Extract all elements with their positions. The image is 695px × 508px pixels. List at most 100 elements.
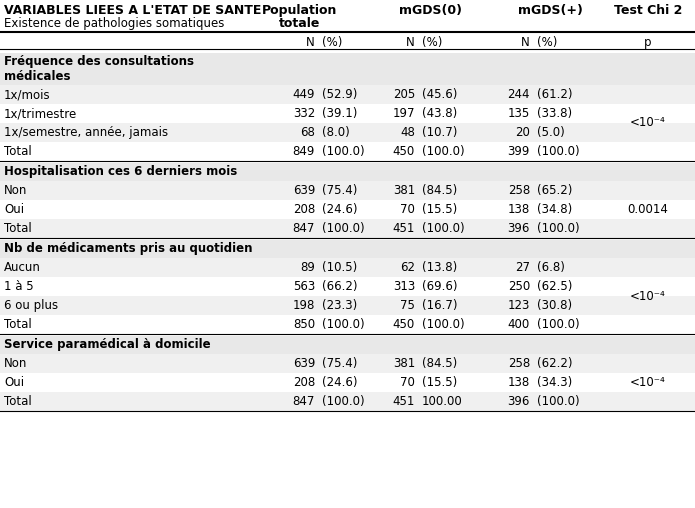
Text: mGDS(+): mGDS(+) <box>518 4 582 17</box>
Text: (16.7): (16.7) <box>422 299 457 312</box>
Text: 639: 639 <box>293 358 315 370</box>
Text: (75.4): (75.4) <box>322 184 357 198</box>
Text: 250: 250 <box>508 280 530 294</box>
Text: 244: 244 <box>507 88 530 102</box>
Text: (84.5): (84.5) <box>422 358 457 370</box>
Text: (100.0): (100.0) <box>322 223 365 235</box>
FancyBboxPatch shape <box>0 104 695 123</box>
Text: (23.3): (23.3) <box>322 299 357 312</box>
FancyBboxPatch shape <box>0 200 695 219</box>
Text: (24.6): (24.6) <box>322 203 357 216</box>
Text: 48: 48 <box>400 126 415 139</box>
Text: (10.7): (10.7) <box>422 126 457 139</box>
Text: 258: 258 <box>508 184 530 198</box>
Text: Test Chi 2: Test Chi 2 <box>614 4 682 17</box>
Text: (8.0): (8.0) <box>322 126 350 139</box>
Text: 68: 68 <box>300 126 315 139</box>
Text: Existence de pathologies somatiques: Existence de pathologies somatiques <box>4 17 224 30</box>
Text: 138: 138 <box>508 203 530 216</box>
Text: (34.8): (34.8) <box>537 203 572 216</box>
Text: 563: 563 <box>293 280 315 294</box>
Text: (100.0): (100.0) <box>537 395 580 408</box>
Text: 1 à 5: 1 à 5 <box>4 280 33 294</box>
Text: (24.6): (24.6) <box>322 376 357 389</box>
FancyBboxPatch shape <box>0 240 695 258</box>
Text: (66.2): (66.2) <box>322 280 357 294</box>
Text: 850: 850 <box>293 319 315 331</box>
Text: Non: Non <box>4 184 27 198</box>
Text: Service paramédical à domicile: Service paramédical à domicile <box>4 338 211 351</box>
Text: 197: 197 <box>393 107 415 120</box>
Text: VARIABLES LIEES A L'ETAT DE SANTE: VARIABLES LIEES A L'ETAT DE SANTE <box>4 4 261 17</box>
Text: 396: 396 <box>507 223 530 235</box>
Text: 0.0014: 0.0014 <box>628 203 669 216</box>
Text: 258: 258 <box>508 358 530 370</box>
Text: (84.5): (84.5) <box>422 184 457 198</box>
Text: Hospitalisation ces 6 derniers mois: Hospitalisation ces 6 derniers mois <box>4 165 237 178</box>
Text: <10⁻⁴: <10⁻⁴ <box>630 116 666 130</box>
Text: N: N <box>521 36 530 49</box>
Text: 62: 62 <box>400 262 415 274</box>
Text: 205: 205 <box>393 88 415 102</box>
Text: (75.4): (75.4) <box>322 358 357 370</box>
Text: (6.8): (6.8) <box>537 262 565 274</box>
Text: (5.0): (5.0) <box>537 126 565 139</box>
Text: N: N <box>407 36 415 49</box>
Text: 135: 135 <box>508 107 530 120</box>
FancyBboxPatch shape <box>0 219 695 238</box>
Text: 89: 89 <box>300 262 315 274</box>
Text: (100.0): (100.0) <box>322 319 365 331</box>
Text: mGDS(0): mGDS(0) <box>398 4 461 17</box>
Text: 1x/semestre, année, jamais: 1x/semestre, année, jamais <box>4 126 168 139</box>
Text: (62.2): (62.2) <box>537 358 573 370</box>
Text: 138: 138 <box>508 376 530 389</box>
Text: <10⁻⁴: <10⁻⁴ <box>630 376 666 389</box>
FancyBboxPatch shape <box>0 336 695 354</box>
Text: (61.2): (61.2) <box>537 88 573 102</box>
Text: 332: 332 <box>293 107 315 120</box>
Text: 208: 208 <box>293 203 315 216</box>
Text: (30.8): (30.8) <box>537 299 572 312</box>
Text: 75: 75 <box>400 299 415 312</box>
Text: (39.1): (39.1) <box>322 107 357 120</box>
Text: (%): (%) <box>537 36 557 49</box>
Text: 208: 208 <box>293 376 315 389</box>
Text: (34.3): (34.3) <box>537 376 572 389</box>
Text: 1x/mois: 1x/mois <box>4 88 51 102</box>
Text: 450: 450 <box>393 145 415 158</box>
Text: Oui: Oui <box>4 376 24 389</box>
Text: Total: Total <box>4 319 32 331</box>
Text: Total: Total <box>4 223 32 235</box>
Text: 847: 847 <box>293 223 315 235</box>
Text: (65.2): (65.2) <box>537 184 573 198</box>
Text: (100.0): (100.0) <box>322 395 365 408</box>
Text: 451: 451 <box>393 223 415 235</box>
Text: Fréquence des consultations
médicales: Fréquence des consultations médicales <box>4 55 194 83</box>
Text: (15.5): (15.5) <box>422 203 457 216</box>
FancyBboxPatch shape <box>0 315 695 334</box>
Text: 123: 123 <box>507 299 530 312</box>
FancyBboxPatch shape <box>0 142 695 161</box>
Text: (15.5): (15.5) <box>422 376 457 389</box>
Text: 6 ou plus: 6 ou plus <box>4 299 58 312</box>
FancyBboxPatch shape <box>0 354 695 373</box>
Text: 27: 27 <box>515 262 530 274</box>
FancyBboxPatch shape <box>0 53 695 85</box>
Text: (%): (%) <box>422 36 443 49</box>
Text: (100.0): (100.0) <box>537 145 580 158</box>
Text: Aucun: Aucun <box>4 262 41 274</box>
Text: 400: 400 <box>508 319 530 331</box>
Text: Non: Non <box>4 358 27 370</box>
Text: 451: 451 <box>393 395 415 408</box>
FancyBboxPatch shape <box>0 163 695 181</box>
Text: 450: 450 <box>393 319 415 331</box>
Text: totale: totale <box>279 17 320 30</box>
Text: 381: 381 <box>393 358 415 370</box>
Text: 847: 847 <box>293 395 315 408</box>
Text: 1x/trimestre: 1x/trimestre <box>4 107 77 120</box>
Text: Total: Total <box>4 395 32 408</box>
Text: 399: 399 <box>507 145 530 158</box>
Text: <10⁻⁴: <10⁻⁴ <box>630 290 666 302</box>
Text: (100.0): (100.0) <box>422 319 465 331</box>
Text: (100.0): (100.0) <box>422 223 465 235</box>
